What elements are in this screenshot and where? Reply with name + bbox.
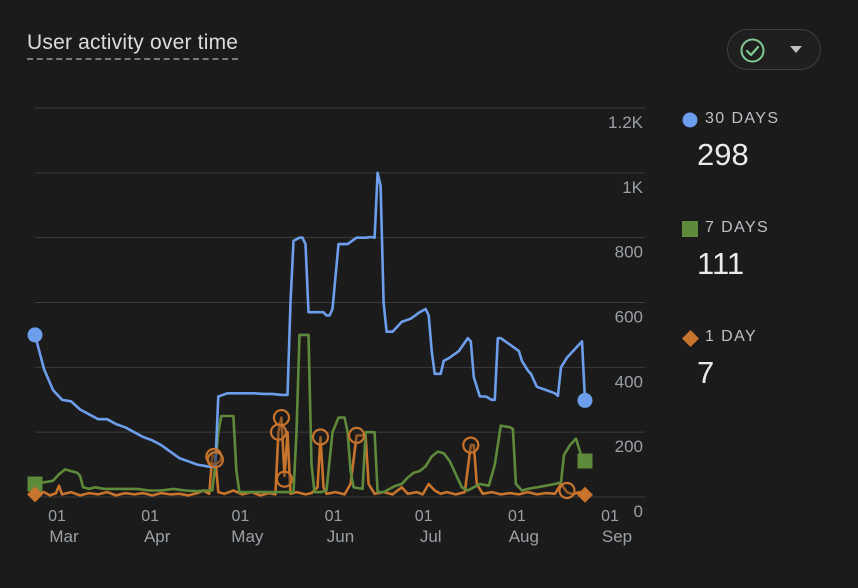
x-tick-month: May	[231, 527, 264, 546]
y-axis-labels: 0 200 400 600 800 1K 1.2K	[608, 113, 644, 521]
x-tick-day: 01	[141, 508, 159, 525]
y-tick-label: 800	[615, 243, 643, 262]
x-axis-labels: 01 Mar 01 Apr 01 May 01 Jun 01 Jul 01 Aug 01 Sep	[48, 508, 632, 546]
series-lines	[33, 171, 587, 497]
legend-label: 1 DAY	[705, 328, 758, 345]
check-circle-icon	[740, 38, 765, 63]
x-tick-day: 01	[325, 508, 343, 525]
x-tick-day: 01	[231, 508, 249, 525]
series-start-marker	[27, 327, 43, 343]
y-tick-label: 600	[615, 308, 643, 327]
series-end-marker	[576, 486, 593, 503]
legend-value: 111	[697, 246, 745, 281]
x-tick-day: 01	[48, 508, 66, 525]
y-tick-label: 1.2K	[608, 113, 644, 132]
caret-down-icon	[790, 46, 802, 53]
legend-value: 298	[697, 137, 749, 172]
x-tick-month: Jul	[420, 527, 442, 546]
annotation-marker	[206, 451, 224, 469]
series-line-7-days	[34, 333, 586, 494]
annotation-marker	[311, 428, 330, 446]
card-title[interactable]: User activity over time	[27, 31, 239, 60]
x-tick-month: Mar	[49, 527, 79, 546]
x-tick-month: Apr	[144, 527, 171, 546]
y-tick-label: 400	[615, 372, 643, 391]
annotation-markers	[205, 408, 576, 500]
legend-label: 7 DAYS	[705, 219, 770, 236]
series-end-marker	[577, 453, 593, 469]
annotation-marker	[558, 481, 576, 500]
status-dropdown-button[interactable]	[727, 29, 821, 70]
x-tick-month: Sep	[602, 527, 632, 546]
annotation-marker	[269, 423, 288, 441]
annotation-marker	[347, 426, 366, 445]
annotation-marker	[272, 408, 291, 427]
annotation-marker	[275, 470, 294, 488]
legend-value: 7	[697, 355, 715, 390]
series-end-markers	[27, 327, 593, 503]
x-tick-day: 01	[601, 508, 619, 525]
y-tick-label: 1K	[622, 178, 643, 197]
grid-lines	[35, 107, 645, 498]
y-tick-label: 0	[634, 502, 643, 521]
legend-square-icon	[682, 221, 698, 237]
series-start-marker	[27, 486, 43, 503]
x-tick-day: 01	[415, 508, 433, 525]
series-end-marker	[577, 392, 593, 408]
annotation-marker	[462, 436, 480, 454]
legend-diamond-icon	[682, 330, 699, 347]
legend-circle-icon	[682, 112, 698, 128]
x-tick-day: 01	[508, 508, 526, 525]
x-tick-month: Aug	[509, 527, 539, 546]
series-start-marker	[27, 476, 43, 492]
legend-label: 30 DAYS	[705, 110, 780, 127]
x-tick-month: Jun	[327, 527, 354, 546]
series-line-30-days	[33, 171, 587, 469]
y-tick-label: 200	[615, 437, 643, 456]
